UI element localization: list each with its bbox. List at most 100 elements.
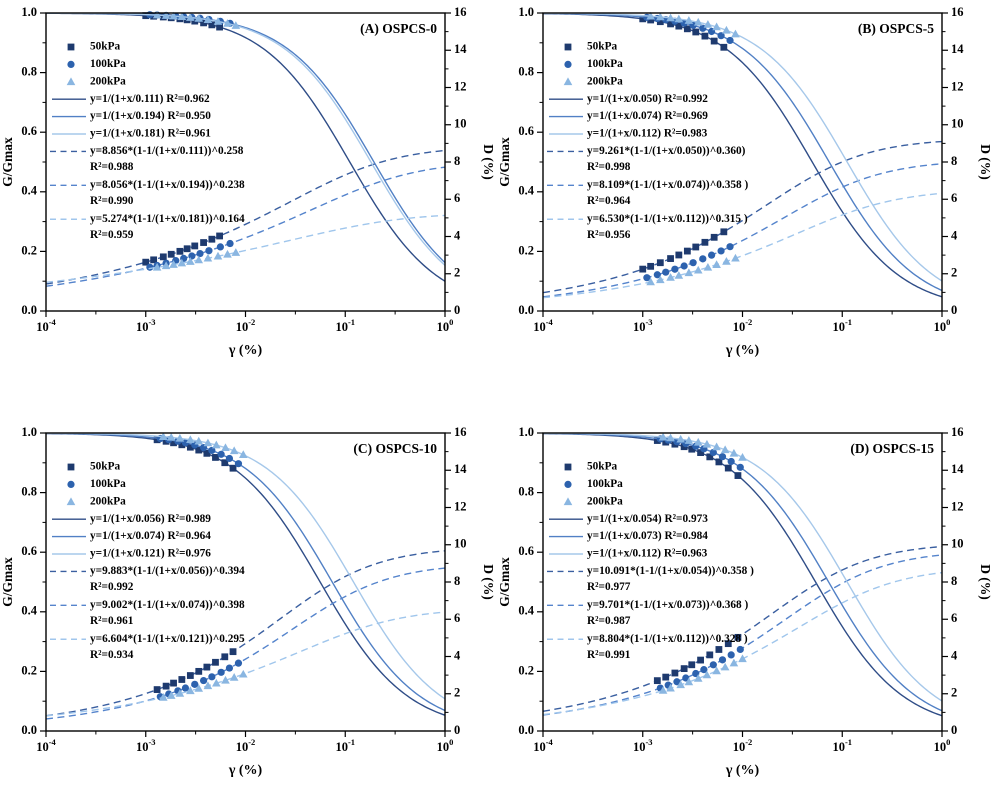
y-right-tick-label: 16 (951, 425, 964, 439)
y-right-tick-label: 14 (951, 462, 964, 476)
data-point (177, 258, 187, 267)
data-point (238, 450, 248, 458)
data-point (676, 434, 685, 443)
x-tick-label: 10-2 (733, 737, 753, 754)
data-point (203, 663, 211, 671)
damping-points-200kPa (159, 669, 248, 701)
legend-damping-r2: R²=0.991 (587, 649, 631, 661)
x-tick-label: 10-4 (36, 737, 56, 754)
data-point (203, 438, 213, 447)
damping-points-200kPa (658, 654, 747, 694)
data-point (693, 17, 703, 26)
data-point (706, 651, 714, 659)
legend-damping-r2: R²=0.987 (587, 615, 631, 627)
y-right-tick-label: 8 (454, 154, 460, 168)
data-point (707, 251, 716, 259)
legend-damping-equation: y=10.091*(1-1/(1+x/0.054))^0.358 ) (587, 565, 754, 577)
legend-pressure-label: 200kPa (90, 75, 126, 87)
x-axis-title: γ (%) (725, 763, 760, 778)
data-point (212, 440, 221, 449)
legend-gmax-equation: y=1/(1+x/0.112) R²=0.983 (587, 128, 708, 140)
y-left-tick-label: 0.2 (518, 663, 534, 677)
legend-pressure-label: 100kPa (90, 58, 126, 70)
damping-points-100kPa (656, 645, 744, 692)
data-point (161, 11, 171, 19)
y-left-axis-title: G/Gmax (0, 557, 15, 607)
data-point (684, 268, 694, 277)
data-point (203, 15, 213, 24)
y-right-tick-label: 0 (951, 303, 957, 317)
data-point (667, 20, 674, 28)
y-left-tick-label: 0.8 (518, 64, 534, 78)
y-axis-left: 0.0 0.2 0.4 0.6 0.8 1.0 G/Gmax (0, 5, 46, 317)
data-point (667, 255, 674, 262)
y-right-axis-title: D (%) (481, 564, 496, 600)
data-point (205, 247, 213, 255)
data-point (221, 653, 229, 661)
x-tick-label: 100 (934, 317, 951, 334)
legend-damping-equation: y=5.274*(1-1/(1+x/0.181))^0.164 (90, 213, 245, 225)
damping-curve-200kPa (45, 214, 446, 283)
damping-points-100kPa (156, 659, 243, 701)
data-point (647, 16, 655, 24)
data-point (186, 686, 195, 695)
legend-damping-r2: R²=0.990 (90, 195, 134, 207)
y-left-tick-label: 0.8 (21, 64, 37, 78)
data-point (159, 693, 168, 701)
data-point (658, 432, 668, 441)
x-axis: 10-4 10-3 10-2 10-1 100 γ (%) (36, 731, 453, 778)
data-point (662, 268, 670, 276)
data-point (217, 668, 225, 676)
gmax-curve-50kPa (542, 12, 943, 298)
data-point (673, 678, 681, 686)
legend-damping-r2: R²=0.977 (587, 581, 631, 593)
x-tick-label: 10-2 (236, 317, 256, 334)
data-point (666, 433, 675, 442)
y-left-tick-label: 0.4 (518, 604, 534, 618)
damping-curve-50kPa (45, 149, 446, 285)
legend-pressure-label: 50kPa (587, 41, 617, 53)
data-point (715, 458, 723, 466)
damping-points-50kPa (639, 228, 728, 273)
y-right-axis-title: D (%) (978, 564, 993, 600)
y-right-tick-label: 10 (454, 117, 467, 131)
y-right-tick-label: 4 (951, 648, 958, 662)
y-left-tick-label: 0.4 (21, 184, 37, 198)
y-left-tick-label: 0.6 (518, 124, 534, 138)
legend-pressure-label: 100kPa (90, 478, 126, 490)
legend-marker-50kPa (67, 463, 75, 471)
data-point (176, 247, 184, 255)
data-point (671, 265, 679, 273)
x-axis: 10-4 10-3 10-2 10-1 100 γ (%) (36, 311, 453, 358)
y-right-tick-label: 12 (454, 79, 467, 93)
data-point (234, 659, 243, 667)
data-point (656, 18, 664, 26)
legend-pressure-label: 50kPa (587, 461, 617, 473)
data-point (734, 633, 742, 641)
data-point (734, 472, 742, 479)
y-right-tick-label: 16 (454, 425, 467, 439)
data-point (221, 675, 230, 684)
y-left-tick-label: 0.2 (21, 663, 37, 677)
data-point (700, 666, 708, 674)
data-point (152, 262, 162, 271)
data-point (162, 682, 170, 690)
legend-marker-200kPa (563, 77, 573, 86)
data-point (703, 20, 713, 28)
legend-damping-equation: y=8.804*(1-1/(1+x/0.112))^0.328 ) (587, 633, 748, 645)
data-point (712, 666, 721, 675)
data-point (709, 448, 717, 457)
data-point (680, 262, 688, 270)
data-point (142, 12, 150, 20)
gmax-curve-200kPa (45, 12, 446, 266)
damping-curve-200kPa (542, 192, 943, 299)
damping-points-200kPa (152, 248, 241, 271)
legend-damping-equation: y=8.856*(1-1/(1+x/0.111))^0.258 (90, 145, 244, 157)
data-point (229, 464, 237, 472)
x-axis: 10-4 10-3 10-2 10-1 100 γ (%) (533, 731, 950, 778)
y-left-tick-label: 1.0 (21, 425, 37, 439)
x-tick-label: 10-2 (236, 737, 256, 754)
data-point (169, 11, 178, 20)
